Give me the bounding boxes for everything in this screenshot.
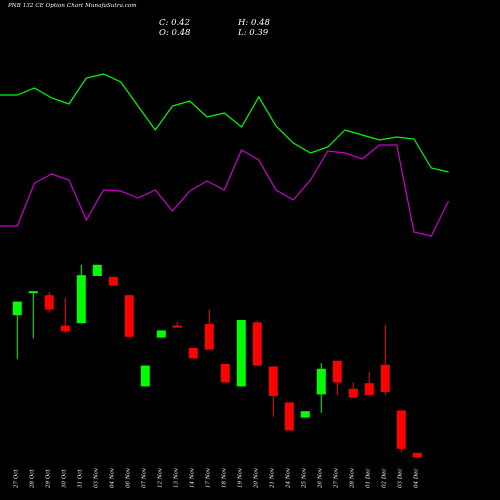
x-tick-label: 27 Nov: [333, 467, 339, 489]
candle-body: [172, 325, 182, 328]
candle-body: [44, 295, 54, 310]
x-tick-label: 31 Oct: [77, 469, 83, 488]
low-value: L: 0.39: [238, 28, 269, 38]
candle-body: [60, 325, 70, 332]
candle: [236, 320, 246, 387]
candle-body: [268, 366, 278, 396]
candle-body: [348, 388, 358, 398]
candle-body: [28, 291, 38, 294]
candle-body: [284, 402, 294, 431]
x-tick-label: 29 Oct: [45, 469, 51, 489]
candle-body: [332, 360, 342, 383]
candle-body: [412, 452, 422, 458]
candle-body: [92, 264, 102, 276]
x-tick-label: 30 Oct: [61, 469, 67, 488]
x-tick-label: 28 Oct: [29, 469, 35, 489]
candle: [28, 291, 38, 339]
candle-body: [380, 364, 390, 392]
x-tick-label: 07 Nov: [141, 467, 147, 488]
candle-body: [364, 383, 374, 396]
candle: [396, 410, 406, 452]
candle: [380, 324, 390, 396]
candle: [60, 297, 70, 333]
candle: [220, 364, 230, 383]
candle-body: [76, 275, 86, 324]
candle-body: [236, 320, 246, 387]
x-tick-label: 06 Nov: [125, 467, 131, 488]
x-tick-label: 01 Dec: [365, 469, 371, 489]
candle: [252, 320, 262, 366]
candle-body: [300, 411, 310, 418]
candle: [364, 372, 374, 396]
candle: [44, 292, 54, 313]
candle: [92, 264, 102, 276]
high-value: H: 0.48: [238, 18, 270, 28]
candle: [108, 276, 118, 286]
candle: [188, 348, 198, 359]
x-tick-label: 19 Nov: [237, 467, 243, 488]
candle: [316, 363, 326, 413]
x-tick-label: 28 Nov: [349, 467, 355, 489]
candle-body: [140, 365, 150, 387]
candle-body: [124, 295, 134, 337]
candle: [76, 264, 86, 324]
x-tick-label: 12 Nov: [157, 467, 163, 488]
x-tick-label: 18 Nov: [221, 467, 227, 488]
candle: [348, 382, 358, 398]
candle: [300, 411, 310, 418]
candle: [332, 360, 342, 396]
candle-body: [316, 368, 326, 395]
x-tick-label: 27 Oct: [13, 469, 19, 489]
x-tick-label: 25 Nov: [301, 467, 307, 489]
candle-body: [220, 364, 230, 383]
indicator-lines: [0, 73, 450, 237]
candle-body: [396, 410, 406, 449]
candle-body: [188, 348, 198, 359]
candle-body: [156, 330, 166, 338]
candle-body: [12, 301, 22, 316]
x-tick-label: 13 Nov: [173, 467, 179, 488]
x-tick-label: 04 Nov: [109, 467, 115, 488]
candle: [172, 321, 182, 328]
candle: [124, 295, 134, 337]
candle: [284, 402, 294, 431]
x-tick-label: 04 Dec: [413, 469, 419, 489]
x-tick-label: 17 Nov: [205, 467, 211, 488]
open-value: O: 0.48: [159, 28, 191, 38]
candle: [412, 452, 422, 458]
candle: [12, 301, 22, 360]
candle: [268, 366, 278, 417]
chart-title: PNB 132 CE Option Chart MunafaSutra.com: [8, 3, 137, 9]
candlesticks: [12, 264, 422, 458]
x-axis-tick-labels: 27 Oct 28 Oct 29 Oct 30 Oct 31 Oct 03 Nov 04 N…: [13, 467, 419, 489]
x-tick-label: 03 Nov: [93, 467, 99, 488]
candle: [156, 330, 166, 338]
candle-body: [252, 322, 262, 366]
x-tick-label: 24 Nov: [285, 467, 291, 489]
x-tick-label: 03 Dec: [397, 469, 403, 489]
candle: [140, 365, 150, 387]
candle-body: [108, 276, 118, 286]
close-value: C: 0.42: [159, 18, 190, 28]
candle: [204, 309, 214, 350]
candle-body: [204, 324, 214, 350]
x-tick-label: 14 Nov: [189, 467, 195, 488]
x-tick-label: 20 Nov: [253, 467, 259, 489]
x-tick-label: 02 Dec: [381, 469, 387, 489]
x-tick-label: 26 Nov: [317, 467, 323, 489]
x-tick-label: 21 Nov: [269, 467, 275, 489]
